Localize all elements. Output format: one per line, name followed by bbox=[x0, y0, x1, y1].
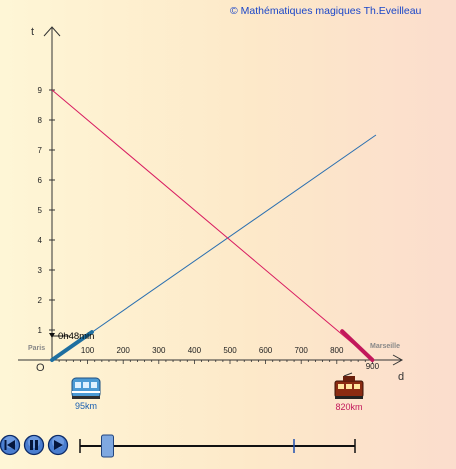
pause-icon bbox=[30, 440, 33, 450]
x-tick-label: 500 bbox=[223, 346, 237, 355]
y-tick-label: 6 bbox=[38, 176, 43, 185]
y-tick-label: 1 bbox=[38, 326, 43, 335]
playback-controls[interactable] bbox=[0, 434, 356, 458]
y-tick-label: 2 bbox=[38, 296, 43, 305]
y-tick-label: 4 bbox=[38, 236, 43, 245]
axes bbox=[18, 26, 404, 366]
pause-button[interactable] bbox=[23, 434, 45, 456]
time-marker-arrow bbox=[49, 333, 55, 338]
time-readout: 0h48min bbox=[58, 331, 94, 342]
rewind-triangle bbox=[7, 440, 15, 450]
trains: 95km 820km bbox=[71, 372, 364, 412]
y-tick-label: 8 bbox=[38, 116, 43, 125]
tram-wheels bbox=[72, 396, 100, 399]
rewind-button[interactable] bbox=[0, 434, 21, 456]
y-tick-label: 9 bbox=[38, 86, 43, 95]
y-axis-arrow bbox=[43, 26, 61, 37]
y-tick-label: 5 bbox=[38, 206, 43, 215]
button-gloss bbox=[28, 436, 40, 448]
y-tick-label: 7 bbox=[38, 146, 43, 155]
red-train-distance: 820km bbox=[335, 402, 362, 412]
x-tick-label: 100 bbox=[81, 346, 95, 355]
x-axis-name: d bbox=[398, 371, 404, 383]
x-tick-label: 300 bbox=[152, 346, 166, 355]
x-tick-label: 600 bbox=[259, 346, 273, 355]
copyright-text: © Mathématiques magiques Th.Eveilleau bbox=[230, 5, 422, 17]
city-end-label: Marseille bbox=[370, 343, 400, 350]
pause-bar bbox=[35, 440, 38, 450]
blue-train-line bbox=[51, 134, 377, 361]
loco-window bbox=[338, 384, 344, 389]
tram-stripe bbox=[72, 391, 100, 393]
x-tick-label: 900 bbox=[366, 362, 380, 371]
x-tick-label: 700 bbox=[295, 346, 309, 355]
play-icon bbox=[54, 440, 63, 450]
red-train-line bbox=[51, 89, 373, 361]
tram-window bbox=[75, 382, 81, 388]
blue-tram-icon bbox=[71, 377, 101, 399]
origin-label: O bbox=[36, 362, 45, 374]
red-progress-segment bbox=[340, 329, 375, 362]
tram-window bbox=[91, 382, 97, 388]
x-tick-label: 800 bbox=[330, 346, 344, 355]
blue-train-distance: 95km bbox=[75, 401, 97, 411]
y-tick-label: 3 bbox=[38, 266, 43, 275]
y-axis-name: t bbox=[31, 26, 34, 38]
loco-pantograph bbox=[343, 372, 353, 377]
tram-window bbox=[83, 382, 89, 388]
city-start-label: Paris bbox=[28, 345, 45, 352]
loco-roof bbox=[343, 376, 355, 381]
blue-progress-segment bbox=[50, 330, 94, 362]
loco-window bbox=[346, 384, 352, 389]
slider-thumb[interactable] bbox=[101, 434, 114, 458]
x-axis-arrow bbox=[392, 354, 404, 366]
loco-window bbox=[354, 384, 360, 389]
plot-lines bbox=[49, 89, 377, 362]
loco-wheels bbox=[335, 396, 363, 399]
rewind-icon bbox=[4, 440, 7, 450]
x-tick-label: 200 bbox=[117, 346, 131, 355]
x-tick-label: 400 bbox=[188, 346, 202, 355]
axis-labels: t d O 1 2 3 4 5 6 7 8 9 100 200 300 400 500 600 700 800 900 P… bbox=[28, 26, 404, 383]
red-locomotive-icon bbox=[334, 372, 364, 399]
play-button[interactable] bbox=[47, 434, 69, 456]
